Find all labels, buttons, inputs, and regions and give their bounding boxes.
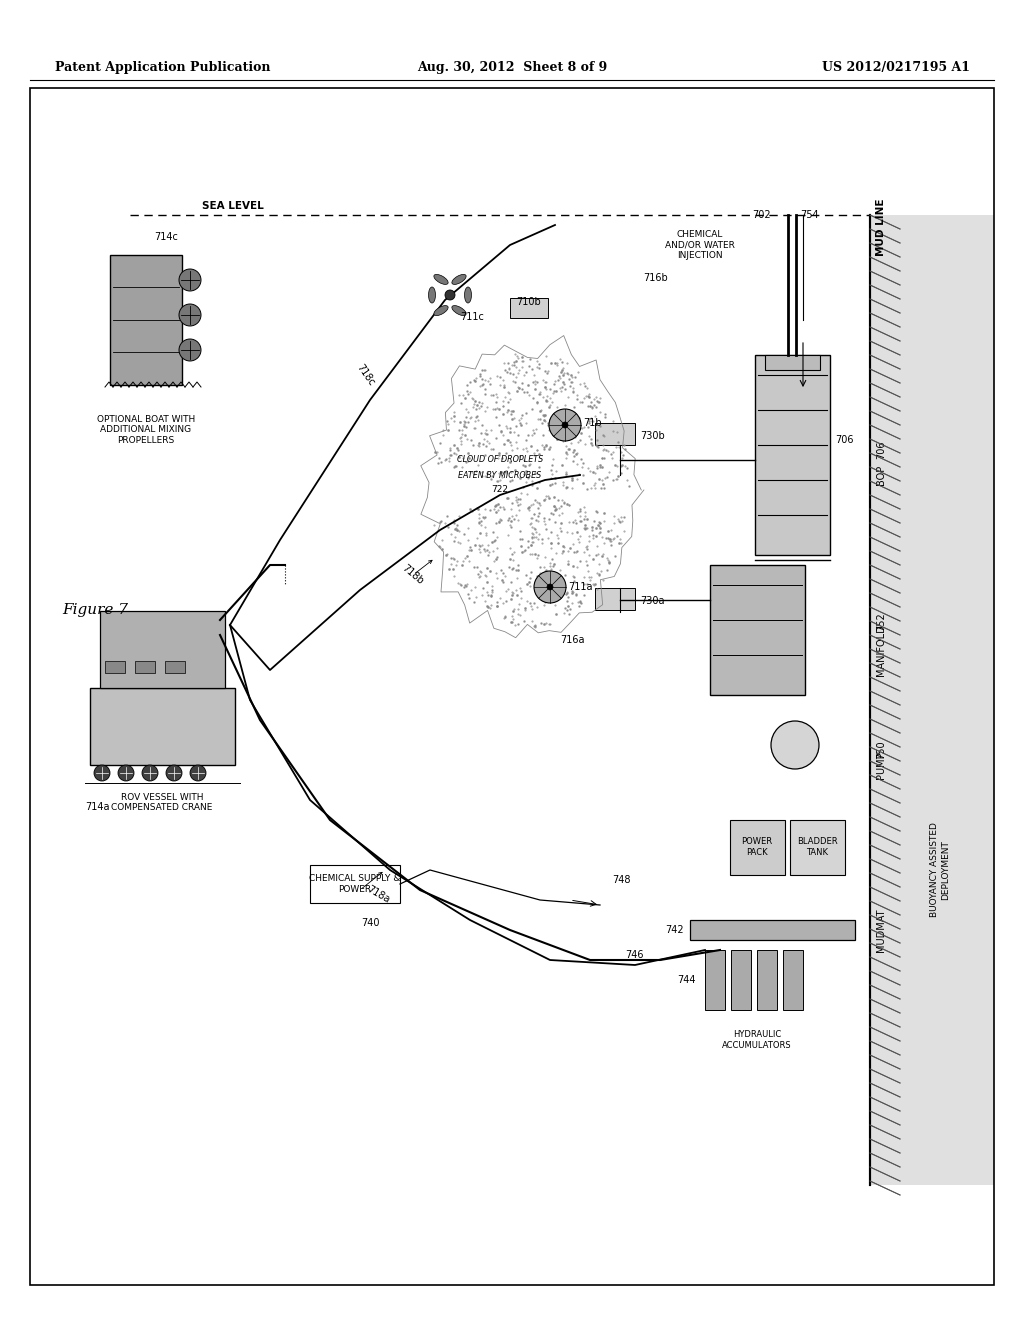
Text: 714a: 714a <box>85 803 110 812</box>
Circle shape <box>547 583 553 590</box>
Bar <box>730 820 785 875</box>
Text: SEA LEVEL: SEA LEVEL <box>202 201 264 211</box>
Bar <box>135 661 155 673</box>
Bar <box>710 565 805 696</box>
Text: 722: 722 <box>492 486 509 495</box>
Text: 711c: 711c <box>460 312 484 322</box>
Text: 718b: 718b <box>400 564 425 587</box>
Bar <box>100 611 225 688</box>
Circle shape <box>445 290 455 300</box>
Ellipse shape <box>434 275 449 284</box>
Text: Patent Application Publication: Patent Application Publication <box>55 62 270 74</box>
Circle shape <box>549 409 581 441</box>
Bar <box>310 865 400 903</box>
Text: BLADDER
TANK: BLADDER TANK <box>797 837 838 857</box>
Bar <box>755 355 830 554</box>
Text: Figure 7: Figure 7 <box>62 603 128 616</box>
Circle shape <box>118 766 134 781</box>
Bar <box>110 255 182 385</box>
Bar <box>705 950 725 1010</box>
Text: 742: 742 <box>665 925 684 935</box>
Circle shape <box>166 766 182 781</box>
Text: 740: 740 <box>360 917 379 928</box>
Text: MUD LINE: MUD LINE <box>876 198 886 256</box>
Circle shape <box>534 572 566 603</box>
Text: 706: 706 <box>835 436 853 445</box>
Text: MANIFOLD: MANIFOLD <box>876 624 886 676</box>
Bar <box>731 950 751 1010</box>
Text: BOP: BOP <box>876 465 886 486</box>
Text: 702: 702 <box>752 210 771 220</box>
Bar <box>595 422 635 445</box>
Text: 730b: 730b <box>640 432 665 441</box>
Bar <box>783 950 803 1010</box>
Text: CHEMICAL
AND/OR WATER
INJECTION: CHEMICAL AND/OR WATER INJECTION <box>665 230 735 260</box>
Text: 711a: 711a <box>568 582 593 591</box>
Circle shape <box>190 766 206 781</box>
Text: 748: 748 <box>612 875 631 884</box>
Text: US 2012/0217195 A1: US 2012/0217195 A1 <box>822 62 970 74</box>
Bar <box>757 950 777 1010</box>
Circle shape <box>94 766 110 781</box>
Text: 716b: 716b <box>643 273 668 282</box>
Bar <box>870 215 994 1185</box>
Text: 716a: 716a <box>560 635 585 645</box>
Bar <box>90 688 234 766</box>
Text: BUOYANCY ASSISTED
DEPLOYMENT: BUOYANCY ASSISTED DEPLOYMENT <box>930 822 949 917</box>
Text: 706: 706 <box>876 441 886 459</box>
Text: ROV VESSEL WITH
COMPENSATED CRANE: ROV VESSEL WITH COMPENSATED CRANE <box>112 793 213 812</box>
Bar <box>165 661 185 673</box>
Text: 71b: 71b <box>583 418 602 428</box>
Bar <box>105 661 125 673</box>
Circle shape <box>179 269 201 290</box>
Text: CLOUD OF DROPLETS: CLOUD OF DROPLETS <box>457 455 543 465</box>
Text: HYDRAULIC
ACCUMULATORS: HYDRAULIC ACCUMULATORS <box>722 1031 792 1049</box>
Bar <box>510 298 548 318</box>
Bar <box>765 355 820 370</box>
Circle shape <box>179 304 201 326</box>
Ellipse shape <box>428 286 435 304</box>
Ellipse shape <box>452 275 466 284</box>
Text: 746: 746 <box>625 950 643 960</box>
Circle shape <box>142 766 158 781</box>
Bar <box>790 820 845 875</box>
Text: OPTIONAL BOAT WITH
ADDITIONAL MIXING
PROPELLERS: OPTIONAL BOAT WITH ADDITIONAL MIXING PRO… <box>97 414 196 445</box>
Ellipse shape <box>465 286 471 304</box>
Text: 730a: 730a <box>640 597 665 606</box>
Text: 754: 754 <box>800 210 818 220</box>
Text: PUMP: PUMP <box>876 751 886 779</box>
Text: 710b: 710b <box>517 297 542 308</box>
Text: 718c: 718c <box>355 363 377 388</box>
Text: 714c: 714c <box>154 232 178 242</box>
Text: EATEN BY MICROBES: EATEN BY MICROBES <box>459 470 542 479</box>
Text: CHEMICAL SUPPLY &
POWER: CHEMICAL SUPPLY & POWER <box>309 874 400 894</box>
Text: 752: 752 <box>876 612 886 631</box>
Circle shape <box>771 721 819 770</box>
Text: 750: 750 <box>876 741 886 759</box>
Text: POWER
PACK: POWER PACK <box>741 837 772 857</box>
Circle shape <box>179 339 201 360</box>
Circle shape <box>562 422 568 428</box>
Text: 718a: 718a <box>365 884 391 906</box>
Text: MUDMAT: MUDMAT <box>876 908 886 952</box>
Bar <box>690 920 855 940</box>
Ellipse shape <box>452 305 466 315</box>
Ellipse shape <box>434 305 449 315</box>
Bar <box>595 587 635 610</box>
Text: 744: 744 <box>677 975 695 985</box>
Text: Aug. 30, 2012  Sheet 8 of 9: Aug. 30, 2012 Sheet 8 of 9 <box>417 62 607 74</box>
